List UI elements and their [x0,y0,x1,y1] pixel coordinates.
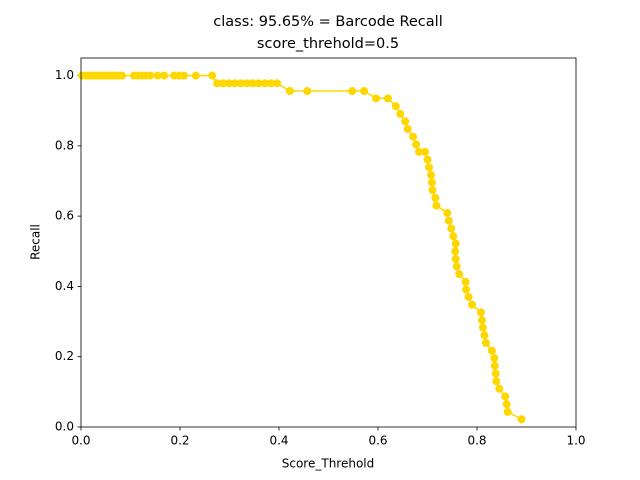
marker [464,292,473,301]
marker [415,147,424,156]
x-tick-label: 0.4 [269,434,288,448]
marker [412,140,421,149]
marker [502,400,511,409]
marker [424,163,433,172]
marker [401,117,410,126]
marker [495,384,504,393]
marker [213,79,222,88]
marker [451,255,460,264]
marker [481,339,490,348]
marker [451,239,460,248]
marker [348,87,357,96]
marker [285,87,294,96]
marker [447,224,456,233]
marker [191,71,200,80]
marker [476,308,485,317]
marker [230,79,239,88]
marker [360,87,369,96]
marker [118,71,127,80]
marker [153,71,162,80]
marker [517,415,526,424]
marker [254,79,263,88]
marker [236,79,245,88]
marker [273,79,282,88]
plot-frame [80,57,577,428]
y-tick-label: 0.6 [55,209,74,223]
marker [225,79,234,88]
y-tick-label: 0.2 [55,349,74,363]
marker [403,124,412,133]
y-tick-label: 0.0 [55,420,74,434]
marker [242,79,251,88]
marker [455,270,464,279]
marker [426,171,435,180]
marker [451,247,460,256]
marker [477,316,486,325]
marker [449,232,458,241]
marker [421,147,430,156]
marker [461,277,470,286]
marker [478,323,487,332]
marker [372,94,381,103]
marker [501,392,510,401]
marker [427,178,436,187]
chart-title: class: 95.65% = Barcode Recall [213,14,442,30]
marker [428,186,437,195]
y-axis-label: Recall [29,224,43,260]
y-tick-label: 0.4 [55,279,74,293]
marker [480,331,489,340]
y-tick-label: 0.8 [55,138,74,152]
marker [219,79,228,88]
marker [462,285,471,294]
marker [261,79,270,88]
x-tick-label: 0.2 [170,434,189,448]
y-tick-label: 1.0 [55,68,74,82]
marker [431,193,440,202]
marker [146,71,155,80]
marker [396,109,405,118]
marker [468,300,477,309]
x-tick-label: 1.0 [566,434,585,448]
marker [267,79,276,88]
marker [452,262,461,271]
marker [444,216,453,225]
marker [492,377,501,386]
marker [490,354,499,363]
marker [179,71,188,80]
marker [391,102,400,111]
x-tick-label: 0.6 [368,434,387,448]
x-tick-label: 0.0 [71,434,90,448]
marker [409,132,418,141]
x-tick-label: 0.8 [467,434,486,448]
marker [423,155,432,164]
marker [490,361,499,370]
marker [443,208,452,217]
marker [432,201,441,210]
marker [208,71,217,80]
marker [248,79,257,88]
marker [503,407,512,416]
marker [383,94,392,103]
chart-subtitle: score_threhold=0.5 [257,36,399,52]
marker [303,87,312,96]
marker [160,71,169,80]
marker [491,369,500,378]
x-axis-label: Score_Threhold [282,457,375,471]
marker [487,346,496,355]
